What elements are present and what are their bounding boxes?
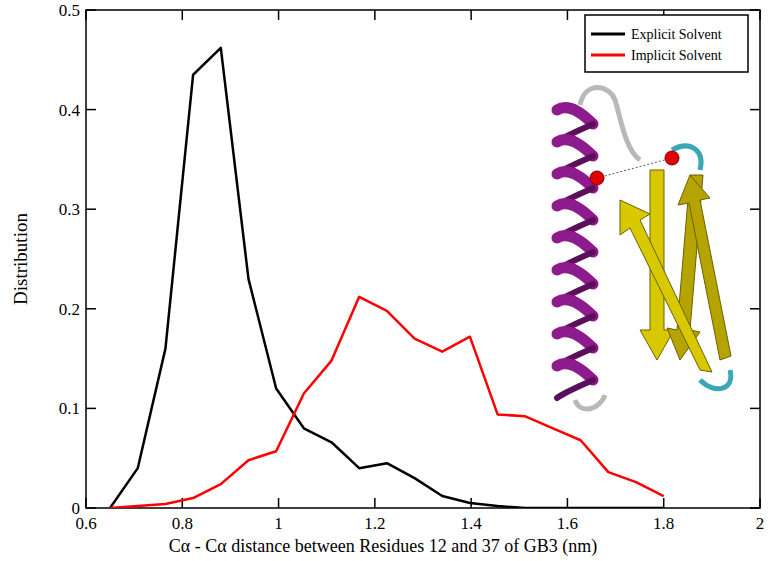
- y-tick-label: 0.2: [59, 300, 80, 319]
- atom: [590, 171, 604, 185]
- helix-back: [557, 380, 593, 398]
- plot-area: [110, 48, 664, 508]
- y-tick: [86, 308, 96, 310]
- y-tick: [86, 408, 96, 410]
- helix-band: [557, 140, 593, 156]
- atom: [665, 151, 679, 165]
- helix-band: [557, 204, 593, 220]
- y-tick: [86, 208, 96, 210]
- helix-band: [557, 108, 593, 124]
- beta-strand: [678, 175, 731, 360]
- y-tick-label: 0.1: [59, 399, 80, 418]
- series-line: [110, 48, 664, 508]
- x-tick: [278, 498, 280, 508]
- legend-swatch: [591, 54, 625, 57]
- x-tick: [759, 10, 761, 20]
- loop: [580, 88, 640, 161]
- x-tick-label: 1: [274, 514, 283, 533]
- x-tick: [759, 498, 761, 508]
- x-tick: [374, 10, 376, 20]
- legend-swatch: [591, 33, 625, 36]
- y-tick: [86, 109, 96, 111]
- loop: [575, 395, 605, 409]
- x-tick: [567, 10, 569, 20]
- x-tick: [374, 498, 376, 508]
- y-tick: [750, 109, 760, 111]
- legend-label: Explicit Solvent: [631, 27, 722, 42]
- y-tick: [750, 308, 760, 310]
- legend-label: Implicit Solvent: [631, 48, 722, 63]
- y-tick: [86, 507, 96, 509]
- x-tick: [663, 498, 665, 508]
- y-axis-title: Distribution: [10, 213, 31, 305]
- x-tick-label: 1.4: [461, 514, 483, 533]
- y-tick: [86, 9, 96, 11]
- x-tick: [470, 10, 472, 20]
- x-tick-label: 1.8: [653, 514, 674, 533]
- helix-band: [557, 300, 593, 316]
- x-axis-title: Cα - Cα distance between Residues 12 and…: [169, 536, 597, 557]
- x-tick-label: 1.6: [557, 514, 578, 533]
- legend: Explicit Solvent Implicit Solvent: [585, 15, 748, 72]
- y-tick: [750, 9, 760, 11]
- legend-box: [585, 15, 748, 72]
- chart: 0.60.811.21.41.61.8200.10.20.30.40.5Cα -…: [0, 0, 774, 561]
- y-tick: [750, 408, 760, 410]
- distance-line: [597, 158, 672, 178]
- x-tick-label: 2: [756, 514, 765, 533]
- x-tick: [567, 498, 569, 508]
- y-tick-label: 0.3: [59, 200, 80, 219]
- helix-band: [557, 332, 593, 348]
- helix-band: [557, 268, 593, 284]
- loop: [700, 370, 731, 389]
- helix-band: [557, 364, 593, 380]
- x-tick-label: 0.8: [172, 514, 193, 533]
- y-tick: [750, 507, 760, 509]
- series-line: [110, 297, 664, 508]
- y-tick-label: 0.5: [59, 1, 80, 20]
- x-tick: [85, 10, 87, 20]
- x-tick: [278, 10, 280, 20]
- x-tick: [182, 10, 184, 20]
- y-tick: [750, 208, 760, 210]
- helix-band: [557, 236, 593, 252]
- protein-inset: [557, 88, 731, 410]
- plot-frame: [86, 10, 760, 508]
- x-tick: [85, 498, 87, 508]
- y-tick-label: 0.4: [59, 101, 81, 120]
- helix-band: [557, 172, 593, 188]
- y-tick-label: 0: [72, 499, 81, 518]
- x-tick-label: 1.2: [364, 514, 385, 533]
